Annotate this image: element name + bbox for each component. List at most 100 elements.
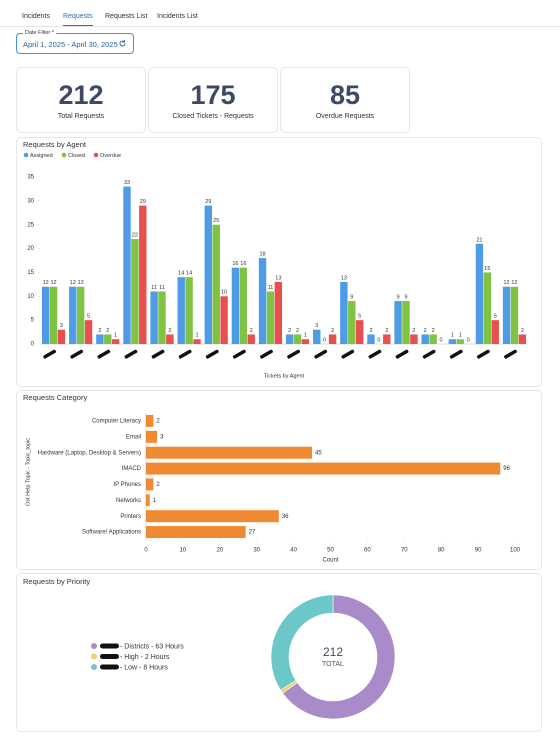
redacted-label — [368, 349, 382, 359]
x-tick-label: 0 — [144, 548, 148, 554]
y-axis-label: Ost Help Topic - Topic_topic — [25, 438, 31, 506]
bar — [239, 267, 248, 344]
kpi-label: Closed Tickets - Requests — [172, 113, 254, 120]
value-label: 2 — [412, 328, 415, 334]
x-tick-label: 50 — [327, 548, 334, 554]
redacted-label — [504, 349, 517, 359]
value-label: 12 — [78, 280, 84, 286]
value-label: 33 — [124, 180, 130, 186]
kpi-card: 85 Overdue Requests — [280, 67, 410, 133]
redacted-label — [70, 349, 84, 359]
kpi-card: 212 Total Requests — [16, 67, 146, 133]
bar — [301, 339, 310, 344]
y-tick-label: Email — [126, 434, 141, 440]
bar — [410, 334, 418, 344]
bar — [491, 320, 499, 344]
value-label: 13 — [275, 275, 281, 281]
bar — [448, 339, 457, 344]
y-tick-label: 5 — [31, 318, 35, 324]
tab-divider — [0, 26, 560, 27]
agent-panel — [16, 137, 542, 387]
bar — [41, 286, 50, 344]
redacted-label — [205, 349, 219, 359]
legend-label: - High - 2 Hours — [120, 654, 170, 661]
value-label: 14 — [186, 271, 192, 277]
bar — [146, 494, 150, 507]
bar — [76, 286, 85, 344]
redacted-label — [287, 349, 300, 359]
x-axis-label: Count — [322, 558, 338, 564]
value-label: 96 — [503, 466, 510, 472]
bar — [111, 339, 120, 344]
kpi-label: Total Requests — [57, 113, 105, 120]
bar — [285, 334, 294, 344]
bar — [104, 334, 112, 344]
kpi-value: 212 — [58, 80, 104, 110]
value-label: 13 — [341, 275, 347, 281]
x-tick-label: 70 — [401, 548, 408, 554]
value-label: 2 — [98, 328, 101, 334]
bar — [394, 301, 402, 344]
value-label: 1 — [153, 498, 157, 504]
value-label: 12 — [511, 280, 517, 286]
x-tick-label: 60 — [364, 548, 371, 554]
value-label: 10 — [221, 290, 227, 296]
bar — [57, 329, 66, 344]
y-tick-label: Hardware (Laptop, Desktop & Servers) — [38, 450, 141, 456]
legend-swatch — [61, 152, 67, 158]
bar — [193, 339, 201, 344]
y-tick-label: 0 — [31, 342, 35, 348]
legend-swatch — [93, 152, 99, 158]
value-label: 1 — [195, 333, 198, 339]
redacted-label — [151, 349, 165, 359]
value-label: 14 — [178, 271, 184, 277]
bar — [84, 320, 93, 344]
bar — [266, 291, 275, 344]
tab[interactable]: Requests — [63, 13, 93, 26]
bar — [348, 301, 356, 344]
value-label: 2 — [521, 328, 524, 334]
tab[interactable]: Requests List — [105, 13, 148, 20]
bar — [475, 243, 484, 344]
value-label: 2 — [156, 419, 160, 425]
donut-slice — [282, 594, 396, 720]
y-tick-label: 25 — [27, 222, 34, 228]
redacted-name — [100, 664, 119, 670]
kpi-value: 175 — [190, 80, 236, 110]
date-filter[interactable]: Date Filter * April 1, 2025 - April 30, … — [16, 30, 134, 54]
value-label: 0 — [439, 337, 442, 343]
bar — [123, 186, 131, 344]
value-label: 18 — [259, 252, 265, 258]
bar — [69, 286, 77, 344]
bar — [146, 462, 501, 475]
redacted-label — [43, 349, 56, 359]
bar — [185, 277, 193, 344]
date-filter-value: April 1, 2025 - April 30, 2025 — [23, 40, 118, 49]
bar — [146, 526, 246, 539]
redacted-label — [395, 349, 409, 359]
x-tick-label: 40 — [290, 548, 297, 554]
value-label: 11 — [151, 285, 157, 291]
y-tick-label: 15 — [27, 270, 34, 276]
value-label: 11 — [268, 285, 274, 291]
redacted-label — [314, 349, 328, 359]
x-axis-label: Tickets by Agent — [264, 373, 305, 379]
bar — [146, 478, 154, 491]
bar — [456, 339, 464, 344]
refresh-icon[interactable] — [118, 39, 127, 48]
value-label: 1 — [114, 333, 117, 339]
value-label: 2 — [385, 328, 388, 334]
value-label: 3 — [315, 323, 318, 329]
tab[interactable]: Incidents List — [157, 13, 198, 20]
legend-swatch — [91, 653, 97, 660]
tab[interactable]: Incidents — [22, 13, 51, 20]
value-label: 3 — [60, 323, 63, 329]
y-tick-label: 35 — [27, 175, 34, 181]
bar — [146, 430, 158, 443]
value-label: 21 — [476, 237, 482, 243]
value-label: 0 — [377, 337, 380, 343]
bar — [367, 334, 375, 344]
donut-slice — [270, 594, 334, 691]
